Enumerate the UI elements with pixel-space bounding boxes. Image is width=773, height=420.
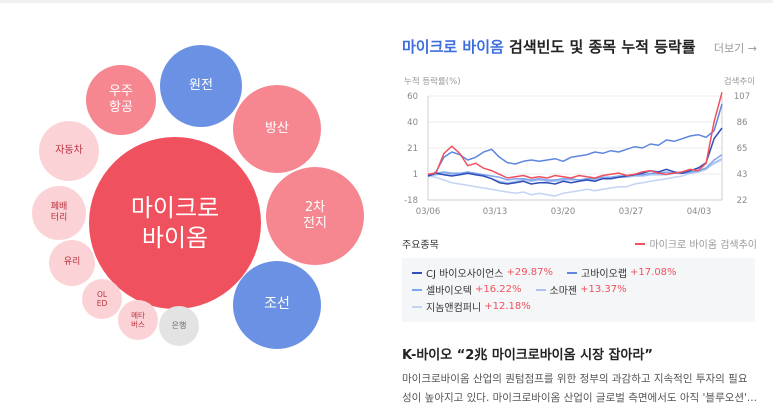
stock-swatch bbox=[535, 288, 546, 291]
bubble-bank[interactable]: 은행 bbox=[159, 306, 199, 346]
stock-name: 소마젠 bbox=[549, 286, 578, 297]
search-trend-label: 마이크로 바이옴 검색추이 bbox=[649, 240, 757, 251]
stock-swatch bbox=[567, 271, 578, 274]
left-tick-label: 1 bbox=[413, 170, 418, 180]
left-tick-label: 21 bbox=[407, 144, 418, 154]
stocks-row-1: CJ 바이오사이언스 +29.87% 고바이오랩 +17.08% bbox=[412, 264, 745, 281]
stock-swatch bbox=[412, 271, 422, 274]
stock-cj-bioscience[interactable]: CJ 바이오사이언스 +29.87% bbox=[412, 265, 553, 280]
stock-name: CJ 바이오사이언스 bbox=[426, 269, 504, 280]
bubble-oled[interactable]: OL ED bbox=[82, 279, 122, 319]
stocks-header-label: 주요종목 bbox=[402, 240, 439, 251]
search-trend-swatch bbox=[635, 242, 646, 245]
right-tick-label: 107 bbox=[734, 92, 750, 102]
title-keyword: 마이크로 바이옴 bbox=[402, 38, 504, 56]
stocks-row-2: 셀바이오텍 +16.22% 소마젠 +13.37% bbox=[412, 281, 745, 298]
line-chart-svg: 누적 등락률(%) 검색추이 60 107 40 86 21 65 1 43 -18 22 03/06 0… bbox=[404, 76, 755, 217]
series-line bbox=[427, 159, 723, 197]
bubble-secondary-battery[interactable]: 2차 전지 bbox=[266, 167, 364, 265]
bubble-automobile[interactable]: 자동차 bbox=[39, 121, 99, 181]
news-title[interactable]: K-바이오 “2兆 마이크로바이옴 시장 잡아라” bbox=[402, 348, 653, 363]
right-axis-title: 검색추이 bbox=[724, 76, 755, 87]
x-tick-label: 03/13 bbox=[483, 207, 508, 217]
stock-kobiolabs[interactable]: 고바이오랩 +17.08% bbox=[567, 265, 677, 280]
stock-genome-company[interactable]: 지놈앤컴퍼니 +12.18% bbox=[412, 299, 531, 314]
right-tick-label: 65 bbox=[737, 144, 748, 154]
stock-pct: +17.08% bbox=[630, 267, 677, 278]
news-body: 마이크로바이옴 산업의 퀀텀점프를 위한 정부의 과감하고 지속적인 투자의 필… bbox=[402, 373, 757, 404]
bubble-nuclear-power[interactable]: 원전 bbox=[160, 45, 242, 127]
stock-macrogen[interactable]: 소마젠 +13.37% bbox=[535, 282, 627, 297]
series-line bbox=[427, 103, 723, 177]
stocks-header: 주요종목 마이크로 바이옴 검색추이 bbox=[402, 236, 757, 251]
x-tick-label: 03/06 bbox=[416, 207, 441, 217]
bubble-defense[interactable]: 방산 bbox=[233, 85, 321, 173]
stocks-box: CJ 바이오사이언스 +29.87% 고바이오랩 +17.08% 셀바이오텍 +16.… bbox=[402, 258, 755, 322]
right-tick-label: 86 bbox=[737, 118, 748, 128]
bubble-shipbuilding[interactable]: 조선 bbox=[233, 261, 321, 349]
bubble-waste-battery[interactable]: 폐배 터리 bbox=[32, 186, 86, 240]
left-tick-label: 40 bbox=[407, 118, 418, 128]
stock-pct: +29.87% bbox=[506, 267, 554, 278]
x-tick-label: 03/27 bbox=[619, 207, 644, 217]
stocks-row-3: 지놈앤컴퍼니 +12.18% bbox=[412, 298, 745, 315]
stock-swatch bbox=[412, 288, 422, 291]
more-link[interactable]: 더보기 → bbox=[713, 42, 757, 55]
x-tick-label: 03/20 bbox=[551, 207, 576, 217]
top-divider bbox=[0, 0, 773, 3]
stock-name: 셀바이오텍 bbox=[426, 286, 472, 297]
search-trend-legend: 마이크로 바이옴 검색추이 bbox=[635, 236, 757, 251]
stock-swatch bbox=[412, 305, 422, 308]
left-tick-label: 60 bbox=[407, 92, 418, 102]
stock-pct: +13.37% bbox=[580, 284, 627, 295]
news-item: K-바이오 “2兆 마이크로바이옴 시장 잡아라” 마이크로바이옴 산업의 퀀텀… bbox=[402, 344, 757, 408]
left-tick-label: -18 bbox=[404, 196, 418, 206]
right-tick-label: 43 bbox=[737, 170, 748, 180]
panel-header: 마이크로 바이옴 검색빈도 및 종목 누적 등락률 더보기 → bbox=[402, 36, 757, 57]
stock-cellbiotech[interactable]: 셀바이오텍 +16.22% bbox=[412, 282, 522, 297]
line-chart: 누적 등락률(%) 검색추이 60 107 40 86 21 65 1 43 -18 22 03/06 0… bbox=[402, 72, 757, 220]
bubble-microbiome[interactable]: 마이크로 바이옴 bbox=[89, 137, 261, 309]
bubble-glass[interactable]: 유리 bbox=[49, 240, 95, 286]
series-line bbox=[427, 127, 723, 185]
stock-name: 고바이오랩 bbox=[581, 269, 628, 280]
panel-title: 마이크로 바이옴 검색빈도 및 종목 누적 등락률 bbox=[402, 36, 696, 57]
stock-pct: +16.22% bbox=[475, 284, 522, 295]
title-rest: 검색빈도 및 종목 누적 등락률 bbox=[503, 38, 696, 56]
x-tick-label: 04/03 bbox=[687, 207, 712, 217]
bubble-metaverse[interactable]: 메타 버스 bbox=[118, 300, 158, 340]
left-axis-title: 누적 등락률(%) bbox=[404, 76, 461, 87]
stock-pct: +12.18% bbox=[484, 301, 531, 312]
bubble-aerospace[interactable]: 우주 항공 bbox=[86, 65, 156, 135]
stock-name: 지놈앤컴퍼니 bbox=[426, 303, 482, 314]
right-tick-label: 22 bbox=[737, 196, 748, 206]
series-line bbox=[427, 92, 723, 179]
